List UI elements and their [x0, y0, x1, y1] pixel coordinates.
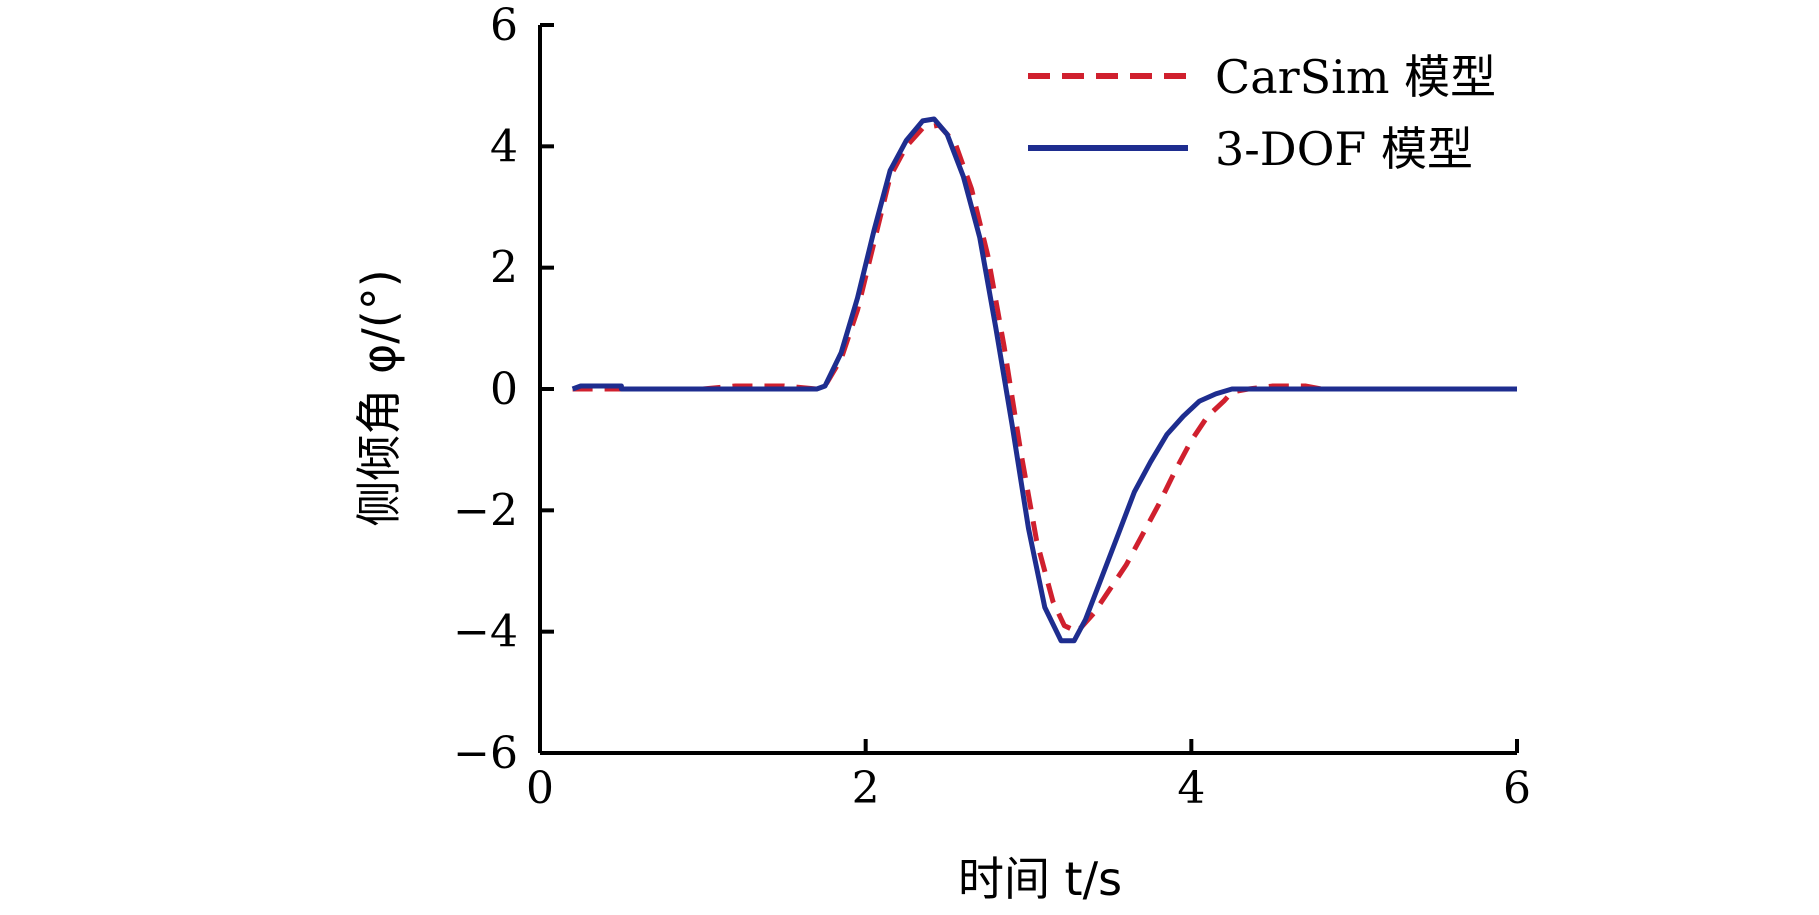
y-axis-title: 侧倾角 φ/(°)	[352, 269, 406, 526]
x-tick-label: 6	[1503, 763, 1531, 814]
x-ticks: 0 2 4 6	[526, 739, 1531, 814]
y-tick-label: 6	[490, 0, 518, 51]
series-line-carsim	[572, 122, 1355, 635]
x-tick-label: 2	[852, 763, 880, 814]
y-tick-label: −6	[453, 728, 518, 779]
y-tick-label: −2	[453, 485, 518, 536]
y-ticks: −6 −4 −2 0 2 4 6	[453, 0, 554, 779]
legend-label-carsim: CarSim 模型	[1215, 50, 1496, 104]
series-line-3dof	[571, 116, 1517, 644]
x-axis-title: 时间 t/s	[958, 852, 1122, 906]
y-tick-label: 4	[490, 121, 518, 172]
legend-label-3dof: 3-DOF 模型	[1215, 122, 1473, 176]
y-tick-label: 0	[490, 364, 518, 415]
x-tick-label: 0	[526, 763, 554, 814]
y-tick-label: 2	[490, 243, 518, 294]
series-layer	[571, 116, 1517, 644]
x-tick-label: 4	[1177, 763, 1205, 814]
legend: CarSim 模型 3-DOF 模型	[1028, 50, 1496, 176]
plot-area: 0 2 4 6 −6 −4 −2 0 2 4 6	[453, 0, 1531, 814]
y-tick-label: −4	[453, 607, 518, 658]
